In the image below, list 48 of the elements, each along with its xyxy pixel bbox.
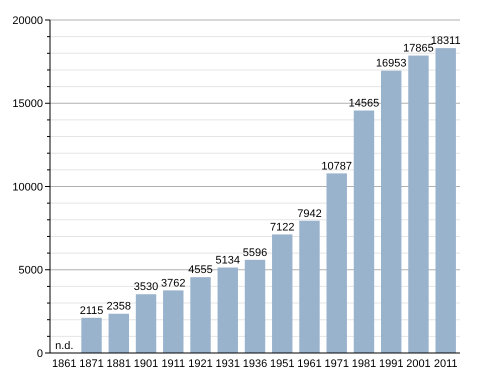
data-label: 3762 bbox=[161, 277, 186, 290]
data-label: 5596 bbox=[242, 246, 268, 259]
x-tick-label: 2011 bbox=[434, 358, 458, 370]
y-tick-label: 0 bbox=[36, 348, 43, 360]
bar bbox=[244, 260, 266, 353]
bar bbox=[190, 277, 211, 353]
x-tick-label: 1936 bbox=[242, 358, 268, 370]
y-tick-label: 20000 bbox=[12, 14, 43, 27]
bar bbox=[299, 220, 320, 353]
y-tick-label: 5000 bbox=[18, 264, 43, 277]
bar bbox=[435, 48, 456, 353]
bar bbox=[218, 268, 238, 353]
x-tick-label: 1971 bbox=[324, 358, 349, 370]
bar bbox=[136, 294, 156, 353]
data-label: 4555 bbox=[188, 264, 213, 276]
x-tick-label: 1961 bbox=[297, 358, 322, 370]
data-label: 5134 bbox=[216, 254, 240, 267]
bar bbox=[408, 56, 429, 353]
data-label: 3530 bbox=[134, 281, 158, 294]
text: n.d. bbox=[55, 340, 74, 352]
x-tick-label: 1921 bbox=[188, 358, 213, 370]
x-tick-label: 1911 bbox=[161, 358, 186, 370]
bar bbox=[272, 234, 292, 353]
data-label: 17865 bbox=[403, 42, 434, 55]
x-tick-label: 1951 bbox=[270, 358, 294, 370]
x-tick-label: 1881 bbox=[106, 358, 132, 370]
y-tick-label: 15000 bbox=[12, 98, 43, 110]
x-tick-label: 1871 bbox=[79, 358, 104, 370]
x-tick-label: 1861 bbox=[52, 358, 77, 370]
bar bbox=[354, 110, 374, 353]
bar bbox=[326, 173, 347, 353]
data-label: 7122 bbox=[270, 221, 294, 234]
x-tick-label: 1901 bbox=[134, 358, 158, 370]
bar bbox=[380, 70, 402, 353]
data-label: 2115 bbox=[80, 304, 104, 317]
x-tick-label: 1991 bbox=[378, 358, 404, 370]
data-label: 7942 bbox=[297, 208, 322, 220]
bar bbox=[163, 290, 184, 353]
data-label: 14565 bbox=[348, 97, 380, 110]
data-label: 16953 bbox=[376, 58, 407, 70]
x-tick-label: 1931 bbox=[216, 358, 240, 370]
data-label: 10787 bbox=[321, 160, 352, 172]
bar bbox=[108, 314, 130, 353]
y-tick-label: 10000 bbox=[12, 181, 43, 194]
bar bbox=[81, 318, 102, 353]
x-tick-label: 2001 bbox=[406, 358, 431, 370]
data-label: 2358 bbox=[106, 300, 132, 313]
x-tick-label: 1981 bbox=[352, 358, 376, 370]
